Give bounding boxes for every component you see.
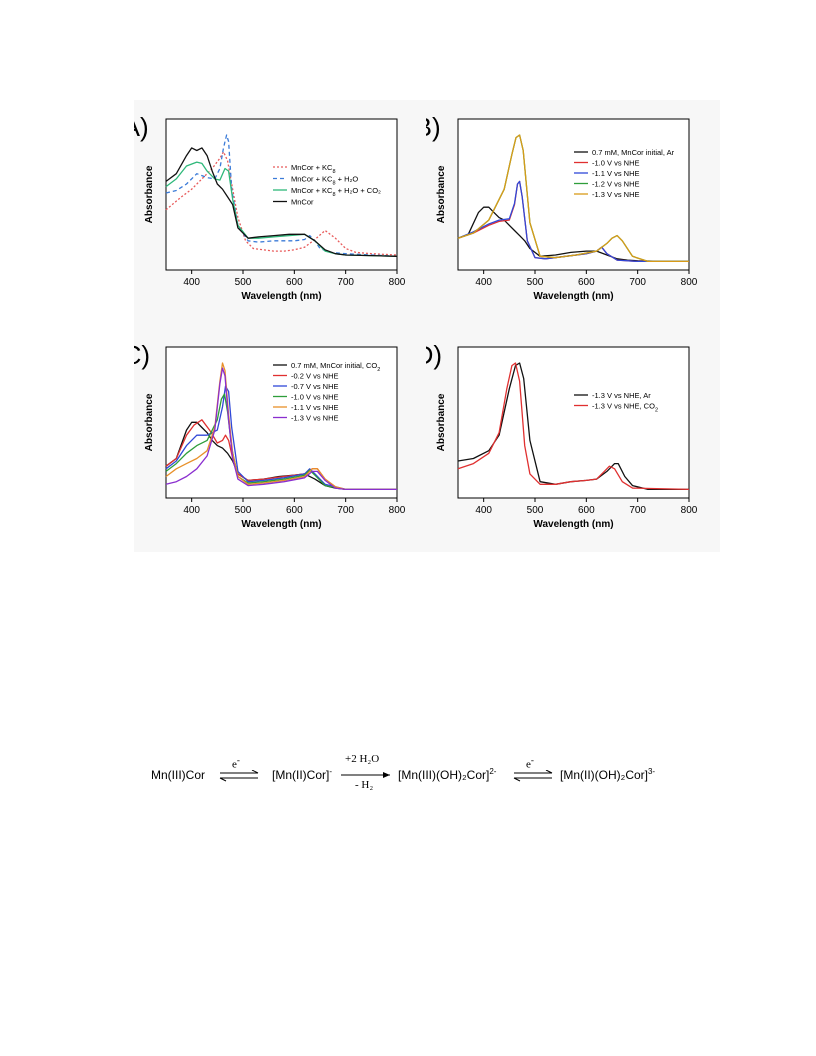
y-axis-label: Absorbance [436, 165, 447, 223]
reaction-scheme: Mn(III)Cor e- [Mn(II)Cor]- +2 H₂O - H₂ [… [0, 753, 816, 800]
species-mn3-oh2-cor: [Mn(III)(OH)₂Cor]2- [398, 767, 497, 782]
x-tick-label: 400 [475, 505, 492, 516]
equilibrium-arrow-3 [513, 770, 553, 782]
plot-frame [457, 346, 690, 499]
arrow2-top-label: +2 H₂O [345, 753, 380, 765]
legend-entry: -1.3 V vs NHE [592, 190, 640, 199]
x-tick-label: 500 [235, 277, 252, 288]
x-axis-label: Wavelength (nm) [533, 291, 613, 302]
legend-entry: -1.3 V vs NHE, CO2 [592, 402, 658, 414]
reaction-arrow-2 [341, 772, 390, 778]
legend-entry: -1.1 V vs NHE [592, 169, 640, 178]
chart-panel-a: (A) 400 500 600 700 800 Wavelength (nm) Absorba… [134, 112, 406, 302]
y-axis-label: Absorbance [436, 393, 447, 451]
x-tick-label: 600 [286, 505, 303, 516]
x-tick-label: 700 [629, 505, 646, 516]
species-mn2cor: [Mn(II)Cor]- [272, 767, 333, 782]
series-line [457, 362, 690, 491]
legend-entry: -1.3 V vs NHE [291, 414, 339, 423]
x-tick-label: 700 [629, 277, 646, 288]
legend-entry: MnCor [291, 198, 314, 207]
series-line [165, 385, 397, 491]
series-line [165, 147, 398, 257]
chart-panel-b: (B) 400 500 600 700 800 Wavelength (nm) Absorba… [426, 112, 698, 302]
x-tick-label: 400 [183, 505, 200, 516]
x-tick-label: 800 [389, 277, 406, 288]
x-axis-label: Wavelength (nm) [241, 291, 321, 302]
arrow2-bottom-label: - H₂ [355, 779, 374, 791]
x-tick-label: 400 [475, 277, 492, 288]
x-tick-label: 700 [337, 277, 354, 288]
species-mn3cor: Mn(III)Cor [151, 768, 205, 782]
series-line [457, 180, 689, 263]
x-tick-label: 800 [389, 505, 406, 516]
series-line [165, 362, 397, 491]
chart-panel-c: (C) 400 500 600 700 800 Wavelength (nm) Absorba… [134, 340, 406, 530]
plot-frame [457, 118, 690, 271]
panel-label: (C) [134, 340, 150, 370]
figure-panels: (A) 400 500 600 700 800 Wavelength (nm) Absorba… [134, 100, 720, 552]
legend-entry: -1.0 V vs NHE [592, 159, 640, 168]
x-tick-label: 800 [681, 277, 698, 288]
x-axis-label: Wavelength (nm) [533, 519, 613, 530]
x-tick-label: 500 [527, 505, 544, 516]
legend-entry: MnCor + KC8 + H₂O [291, 175, 358, 187]
x-axis-label: Wavelength (nm) [241, 519, 321, 530]
equilibrium-arrow-1 [219, 770, 259, 782]
arrow3-label: e- [526, 755, 534, 771]
legend-entry: MnCor + KC8 [291, 163, 336, 175]
series-line [457, 206, 689, 263]
y-axis-label: Absorbance [144, 393, 155, 451]
plot-frame [165, 118, 398, 271]
legend-entry: -1.0 V vs NHE [291, 393, 339, 402]
x-tick-label: 800 [681, 505, 698, 516]
y-axis-label: Absorbance [144, 165, 155, 223]
legend-entry: 0.7 mM, MnCor initial, CO2 [291, 361, 380, 373]
x-tick-label: 500 [235, 505, 252, 516]
x-tick-label: 700 [337, 505, 354, 516]
legend-entry: -1.3 V vs NHE, Ar [592, 391, 651, 400]
panel-label: (B) [426, 112, 441, 142]
chart-panel-d: (D) 400 500 600 700 800 Wavelength (nm) Absorba… [426, 340, 698, 530]
x-tick-label: 600 [578, 277, 595, 288]
x-tick-label: 600 [578, 505, 595, 516]
panel-label: (A) [134, 112, 149, 142]
x-tick-label: 400 [183, 277, 200, 288]
series-line [165, 367, 397, 491]
panel-label: (D) [426, 340, 442, 370]
legend-entry: -0.7 V vs NHE [291, 382, 339, 391]
legend-entry: -0.2 V vs NHE [291, 372, 339, 381]
species-mn2-oh2-cor: [Mn(II)(OH)₂Cor]3- [560, 767, 656, 782]
x-tick-label: 500 [527, 277, 544, 288]
legend-entry: MnCor + KC8 + H₂O + CO₂ [291, 186, 381, 198]
legend-entry: 0.7 mM, MnCor initial, Ar [592, 148, 675, 157]
legend-entry: -1.2 V vs NHE [592, 180, 640, 189]
series-line [457, 134, 689, 263]
arrow1-label: e- [232, 755, 240, 771]
legend-entry: -1.1 V vs NHE [291, 403, 339, 412]
x-tick-label: 600 [286, 277, 303, 288]
